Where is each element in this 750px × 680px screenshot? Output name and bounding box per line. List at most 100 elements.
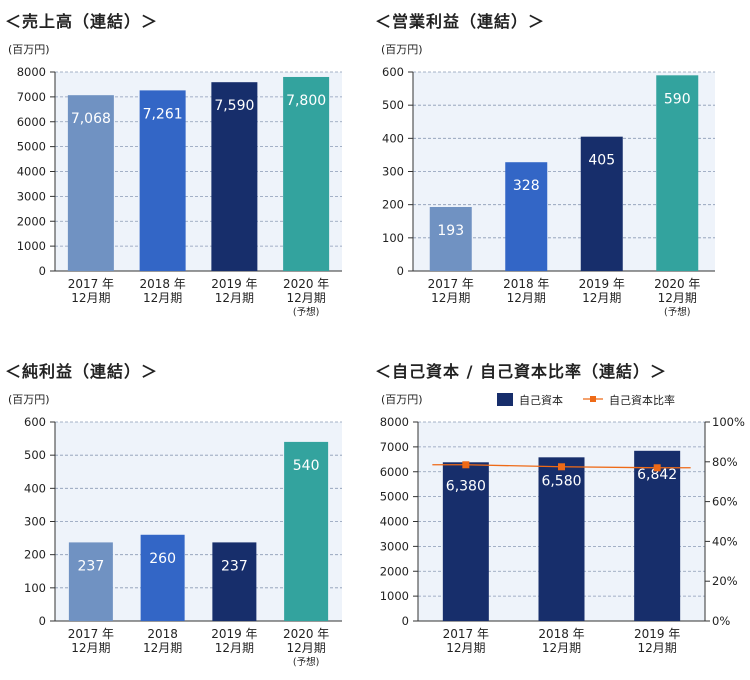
data-label: 237: [221, 558, 248, 574]
bar: [284, 441, 329, 621]
data-label: 405: [588, 153, 615, 169]
x-tick-label: 12月期: [542, 641, 581, 655]
y2-tick-label: 40%: [712, 534, 738, 548]
data-label: 6,580: [541, 473, 581, 489]
data-label: 590: [664, 91, 691, 107]
x-tick-label: 2017 年: [443, 627, 489, 641]
y-tick-label: 400: [382, 131, 404, 145]
x-tick-label: 12月期: [143, 291, 182, 305]
y-tick-label: 3000: [17, 189, 46, 203]
x-tick-label: 2018: [147, 627, 178, 641]
net-profit-chart: (百万円) 0 100 200 300 400 500 600 237 260 237 540 2017…: [8, 393, 342, 668]
x-tick-label: 2020 年: [283, 627, 329, 641]
y2-tick-label: 60%: [712, 495, 738, 509]
unit-label: (百万円): [381, 43, 423, 56]
ratio-point: [558, 463, 565, 471]
y-tick-label: 6000: [380, 465, 409, 479]
data-label: 7,068: [71, 111, 111, 127]
x-tick-label: 12月期: [582, 291, 621, 305]
y-tick-label: 2000: [380, 564, 409, 578]
x-tick-label: 12月期: [215, 641, 254, 655]
y-tick-label: 500: [24, 448, 46, 462]
sales-chart: (百万円) 0 1000 2000 3000 4000 5000 6000 7000 8000 7,…: [8, 43, 342, 318]
data-label: 7,590: [214, 98, 254, 114]
chart-title: ＜自己資本 / 自己資本比率（連結）＞: [375, 362, 667, 381]
bar: [140, 534, 185, 621]
x-tick-label: 12月期: [71, 641, 110, 655]
net-profit-chart-panel: ＜純利益（連結）＞ (百万円) 0 100 200 300 400 500 600 237 260…: [0, 350, 375, 680]
x-tick-label: 12月期: [215, 291, 254, 305]
data-label: 237: [78, 558, 105, 574]
bar: [656, 75, 699, 271]
bar: [68, 542, 113, 621]
y-tick-label: 5000: [380, 490, 409, 504]
y-tick-label: 4000: [17, 165, 46, 179]
y2-tick-label: 20%: [712, 574, 738, 588]
bar: [442, 462, 489, 621]
chart-title: ＜純利益（連結）＞: [5, 362, 159, 381]
y-tick-label: 0: [39, 264, 46, 278]
chart-title: ＜営業利益（連結）＞: [375, 12, 546, 31]
bar: [67, 95, 114, 271]
y-tick-label: 3000: [380, 539, 409, 553]
y-tick-label: 8000: [17, 65, 46, 79]
y-tick-label: 1000: [380, 589, 409, 603]
y-tick-label: 8000: [380, 415, 409, 429]
y-tick-label: 0: [402, 614, 409, 628]
bar: [538, 457, 585, 621]
y-tick-label: 7000: [380, 440, 409, 454]
data-label: 6,842: [637, 467, 677, 483]
x-tick-label: 2018 年: [538, 627, 584, 641]
y-tick-label: 6000: [17, 115, 46, 129]
bar: [283, 76, 330, 271]
y-tick-label: 200: [24, 548, 46, 562]
ratio-point: [653, 464, 661, 472]
x-tick-label: 12月期: [431, 291, 470, 305]
x-tick-label: 12月期: [286, 291, 325, 305]
y-tick-label: 4000: [380, 515, 409, 529]
y-tick-label: 0: [39, 614, 46, 628]
data-label: 260: [149, 551, 176, 567]
x-tick-label: (予想): [293, 306, 319, 318]
y-tick-label: 500: [382, 98, 404, 112]
y-tick-label: 400: [24, 481, 46, 495]
bar: [634, 450, 681, 621]
y-tick-label: 2000: [17, 214, 46, 228]
data-label: 7,261: [143, 106, 183, 122]
ratio-point: [462, 461, 470, 469]
x-tick-label: (予想): [293, 656, 319, 668]
x-tick-label: 12月期: [638, 641, 677, 655]
chart-title: ＜売上高（連結）＞: [5, 12, 159, 31]
unit-label: (百万円): [8, 43, 50, 56]
x-tick-label: 12月期: [446, 641, 485, 655]
x-tick-label: 2019 年: [211, 277, 257, 291]
sales-chart-panel: ＜売上高（連結）＞ (百万円) 0 1000 2000 3000 4000 5000 6000…: [0, 0, 375, 340]
x-tick-label: 2018 年: [503, 277, 549, 291]
equity-chart-panel: ＜自己資本 / 自己資本比率（連結）＞ (百万円) 0 1000 2000 3000 40…: [375, 350, 750, 680]
x-tick-label: 2019 年: [634, 627, 680, 641]
data-label: 193: [437, 223, 464, 239]
data-label: 540: [293, 458, 320, 474]
y2-tick-label: 0%: [712, 614, 730, 628]
y-tick-label: 600: [24, 415, 46, 429]
data-label: 328: [513, 178, 540, 194]
x-tick-label: 2019 年: [211, 627, 257, 641]
bar: [212, 542, 257, 621]
equity-chart: (百万円) 0 1000 2000 3000 4000 5000 6000 7000 8000 6,…: [380, 393, 745, 655]
x-tick-label: 2018 年: [139, 277, 185, 291]
unit-label: (百万円): [8, 393, 50, 406]
operating-profit-chart-panel: ＜営業利益（連結）＞ (百万円) 0 100 200 300 400 500 600 193 32…: [375, 0, 750, 340]
x-tick-label: 12月期: [286, 641, 325, 655]
x-tick-label: (予想): [664, 306, 690, 318]
y-tick-label: 200: [382, 198, 404, 212]
x-tick-label: 12月期: [143, 641, 182, 655]
y-tick-label: 100: [24, 581, 46, 595]
y-tick-label: 300: [382, 165, 404, 179]
y-tick-label: 7000: [17, 90, 46, 104]
x-tick-label: 2020 年: [283, 277, 329, 291]
data-label: 6,380: [446, 478, 486, 494]
bar: [429, 206, 472, 271]
legend-line-marker: [590, 396, 596, 402]
bar: [505, 162, 548, 271]
x-tick-label: 2019 年: [579, 277, 625, 291]
